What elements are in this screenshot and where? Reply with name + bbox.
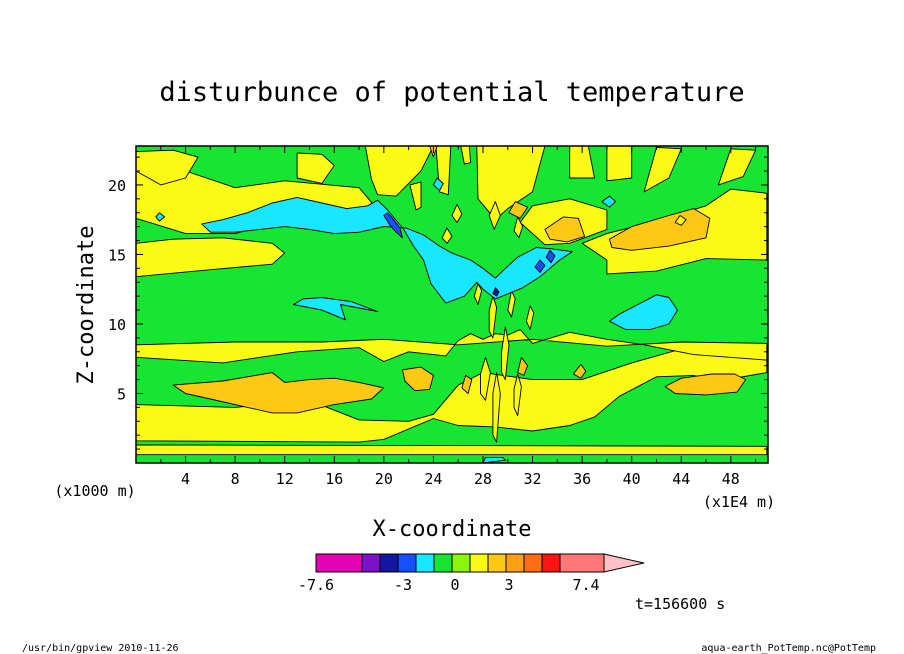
contour-region-yellow (488, 201, 501, 230)
contour-regions (136, 146, 768, 463)
contour-region-yellow (507, 290, 516, 318)
contour-region-cyan (201, 196, 573, 304)
colorbar-segment (379, 553, 399, 573)
colorbar-tick-label: -3 (394, 576, 412, 594)
contour-region-yellow (513, 216, 524, 239)
colorbar-segment (469, 553, 489, 573)
x-tick-label: 36 (573, 470, 591, 488)
y-tick-label: 10 (108, 316, 126, 334)
contour-region-yellow (476, 146, 546, 221)
contour-region-yellow (460, 146, 472, 165)
contour-region-yellow (136, 444, 768, 456)
time-label: t=156600 s (635, 595, 725, 613)
contour-region-yellow (136, 329, 768, 364)
contour-region-orange (664, 373, 747, 396)
contour-region-orange (517, 356, 529, 376)
contour-region-yellow (480, 356, 491, 401)
contour-region-yellow (492, 372, 501, 443)
y-axis: 5 10 15 20 (108, 156, 768, 450)
colorbar-segment (433, 553, 453, 573)
colorbar-segment (541, 553, 561, 573)
contour-region-yellow (717, 148, 757, 186)
colorbar-segment (487, 553, 507, 573)
contour-region-orange (461, 374, 473, 394)
contour-region-yellow (488, 295, 498, 339)
footer-left: /usr/bin/gpview 2010-11-26 (22, 643, 179, 654)
x-tick-label: 40 (623, 470, 641, 488)
contour-region-yellow (569, 146, 595, 179)
colorbar-arrow (603, 553, 645, 573)
colorbar-tick-label: 0 (450, 576, 459, 594)
x-axis-label: X-coordinate (373, 517, 532, 542)
x-tick-label: 28 (474, 470, 492, 488)
contour-region-yellow (451, 203, 463, 223)
contour-region-cyan (432, 177, 444, 191)
colorbar-segment (559, 553, 605, 573)
x-tick-label: 8 (231, 470, 240, 488)
x-tick-label: 24 (424, 470, 442, 488)
contour-region-yellow (473, 283, 483, 305)
contour-region-yellow (606, 146, 633, 182)
y-tick-label: 5 (117, 385, 126, 403)
contour-region-yellow (136, 237, 286, 278)
x-tick-label: 44 (672, 470, 690, 488)
contour-region-blue (545, 249, 556, 264)
y-tick-label: 15 (108, 246, 126, 264)
x-tick-label: 12 (276, 470, 294, 488)
colorbar-segment (397, 553, 417, 573)
contour-region-orange (172, 372, 385, 414)
y-axis-unit: (x1000 m) (54, 482, 135, 500)
colorbar-segment (523, 553, 543, 573)
contour-region-cyan (608, 294, 678, 330)
contour-region-yellow (501, 326, 510, 381)
colorbar-segment (315, 553, 363, 573)
x-tick-label: 48 (722, 470, 740, 488)
contour-region-orange (544, 216, 586, 243)
contour-region-yellow (136, 345, 768, 443)
colorbar-tick-label: 3 (504, 576, 513, 594)
x-tick-label: 20 (375, 470, 393, 488)
contour-region-cyan (482, 456, 506, 463)
contour-region-blue (534, 259, 546, 273)
contour-region-yellow (364, 146, 434, 197)
contour-region-yellow (441, 227, 453, 244)
x-tick-label: 16 (325, 470, 343, 488)
contour-region-orange (508, 201, 529, 219)
contour-region-cyan (155, 212, 165, 222)
plot-frame (135, 145, 769, 464)
contour-region-yellow (409, 181, 422, 211)
y-tick-label: 20 (108, 177, 126, 195)
colorbar-segment (505, 553, 525, 573)
contour-region-navy (492, 287, 500, 297)
contour-region-yellow (525, 305, 535, 330)
colorbar-tick-label: -7.6 (298, 576, 334, 594)
contour-region-blue (383, 212, 403, 239)
chart-title: disturbunce of potential temperature (159, 77, 744, 108)
x-tick-label: 32 (524, 470, 542, 488)
colorbar-segment (415, 553, 435, 573)
colorbar-ticks: -7.6 -3 0 3 7.4 (298, 576, 600, 594)
x-tick-label: 4 (181, 470, 190, 488)
x-axis: 4 8 12 16 20 24 28 32 36 40 44 48 (160, 146, 757, 488)
contour-region-yellow (296, 152, 335, 184)
y-axis-label: Z-coordinate (74, 226, 99, 385)
contour-region-orange (572, 363, 587, 379)
contour-region-orange (401, 366, 434, 392)
colorbar-segment (451, 553, 471, 573)
contour-region-yellow (513, 373, 522, 417)
colorbar (315, 553, 645, 573)
colorbar-tick-label: 7.4 (572, 576, 599, 594)
footer-right: aqua-earth_PotTemp.nc@PotTemp (701, 643, 876, 654)
contour-region-cyan (601, 195, 617, 208)
x-axis-unit: (x1E4 m) (703, 493, 775, 511)
contour-region-cyan (292, 297, 379, 321)
contour-region-yellow (674, 215, 687, 226)
colorbar-segment (361, 553, 381, 573)
contour-region-yellow (136, 149, 199, 186)
